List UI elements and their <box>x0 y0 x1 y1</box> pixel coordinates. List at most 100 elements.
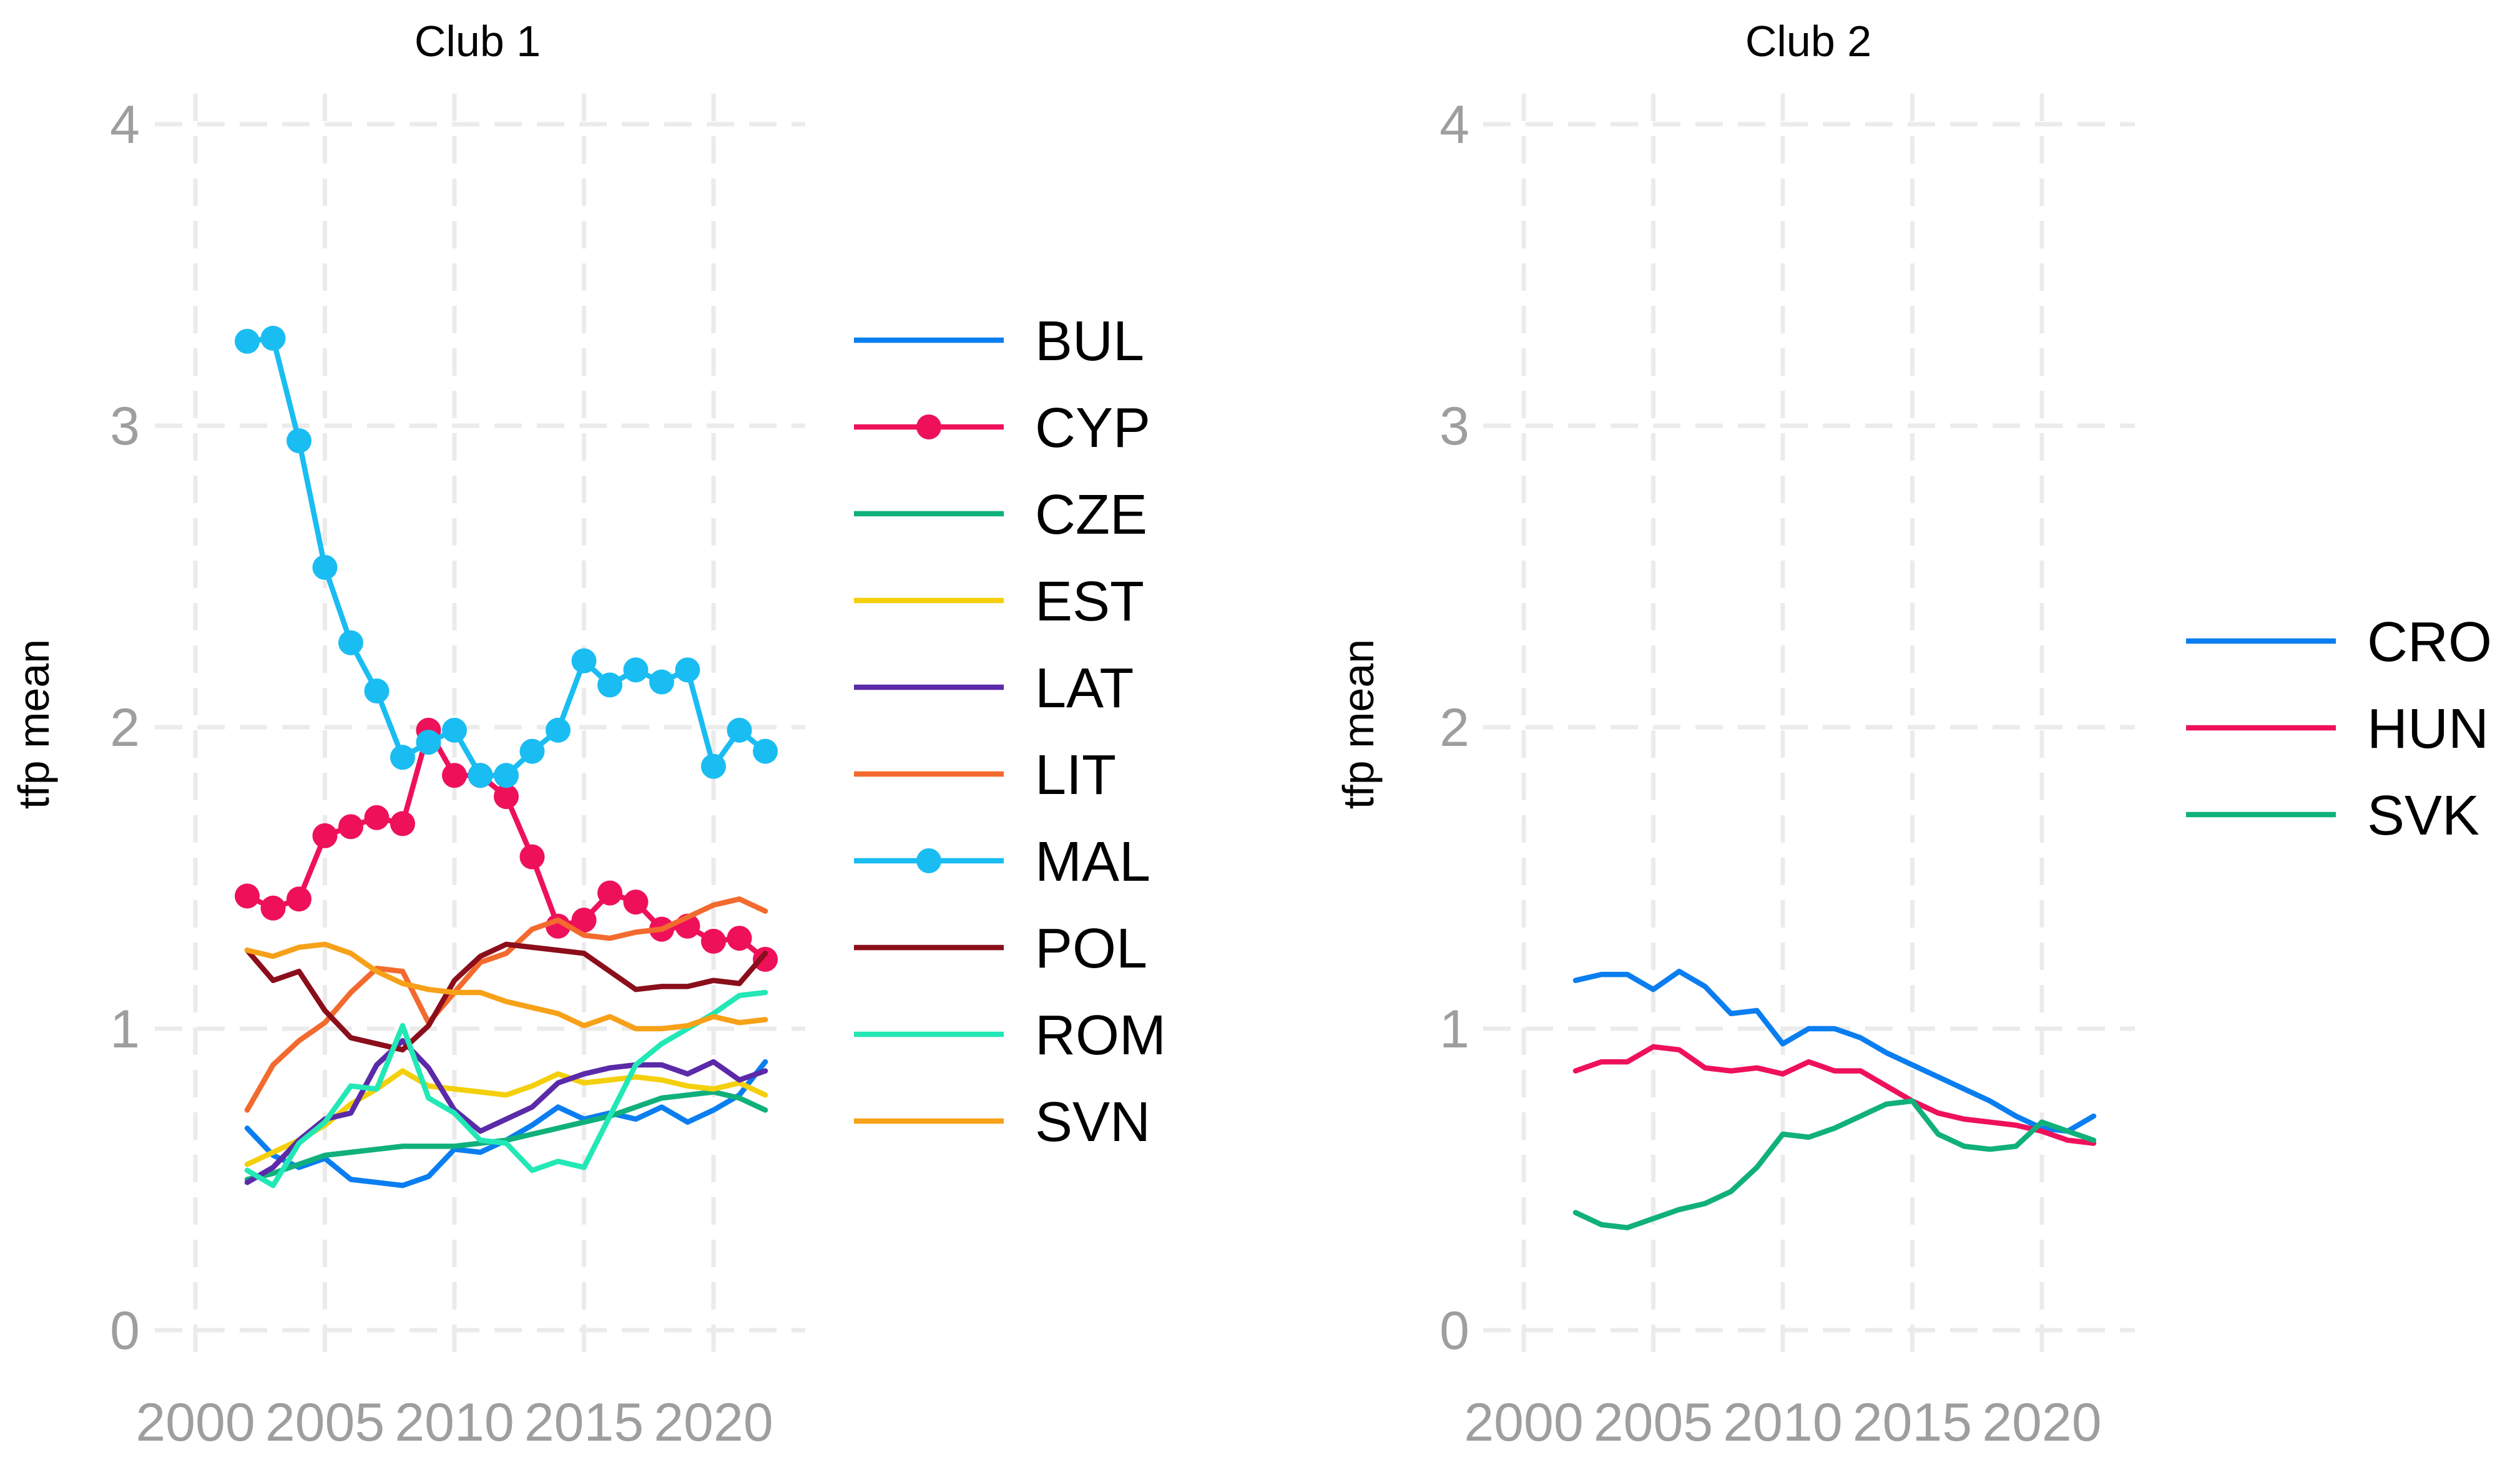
x-tick-label: 2010 <box>1723 1393 1842 1453</box>
series-line-cze <box>244 1089 768 1182</box>
panel-title: Club 2 <box>1745 17 1871 66</box>
data-point-mal <box>727 717 752 743</box>
data-point-mal <box>753 738 778 764</box>
legend-key-marker <box>916 414 941 439</box>
legend-label: EST <box>1035 571 1144 633</box>
legend-item-lit: LIT <box>854 744 1116 806</box>
data-point-cyp <box>727 926 752 951</box>
data-point-cyp <box>390 811 415 836</box>
x-tick-label: 2005 <box>265 1393 385 1453</box>
club-2-panel: Club 2 tfp mean 0 1 2 3 4 2000 2005 2010 2015 202… <box>1334 17 2492 1453</box>
data-point-cyp <box>260 895 286 921</box>
data-point-cyp <box>571 908 597 933</box>
legend-label: BUL <box>1035 310 1144 373</box>
data-point-mal <box>546 717 571 743</box>
y-tick-label: 2 <box>110 698 140 758</box>
data-point-cyp <box>442 763 467 788</box>
y-tick-label: 3 <box>110 396 140 456</box>
y-tick-label: 1 <box>110 999 140 1059</box>
legend-item-cyp: CYP <box>854 397 1150 459</box>
data-point-mal <box>287 428 311 454</box>
y-axis-label: tfp mean <box>9 639 58 809</box>
data-point-mal <box>597 672 622 698</box>
legend-label: CYP <box>1035 397 1150 459</box>
data-point-cyp <box>364 805 390 830</box>
legend-label: ROM <box>1035 1004 1166 1067</box>
data-point-mal <box>494 763 519 788</box>
data-point-mal <box>571 648 597 674</box>
legend-label: CRO <box>2367 611 2492 674</box>
legend-item-svn: SVN <box>854 1091 1150 1154</box>
y-tick-label: 0 <box>1439 1301 1469 1361</box>
data-point-cyp <box>338 814 363 840</box>
x-tick-label: 2010 <box>395 1393 514 1453</box>
legend-item-rom: ROM <box>854 1004 1166 1067</box>
data-point-mal <box>364 679 390 704</box>
data-point-mal <box>416 730 441 755</box>
legend-item-svk: SVK <box>2186 785 2479 847</box>
legend-item-est: EST <box>854 571 1144 633</box>
y-tick-label: 1 <box>1439 999 1469 1059</box>
data-point-cyp <box>287 886 311 912</box>
series-line-rom <box>244 989 768 1188</box>
legend-key-marker <box>916 848 941 873</box>
y-tick-label: 3 <box>1439 396 1469 456</box>
y-tick-label: 4 <box>1439 95 1469 155</box>
panel-title: Club 1 <box>414 17 541 66</box>
data-point-mal <box>623 657 649 683</box>
data-point-mal <box>649 669 674 695</box>
x-tick-label: 2000 <box>1464 1393 1583 1453</box>
data-point-cyp <box>753 946 778 972</box>
data-point-mal <box>312 555 338 581</box>
y-axis-label: tfp mean <box>1334 639 1383 809</box>
legend: CRO HUN SVK <box>2186 611 2492 847</box>
legend-label: SVK <box>2367 785 2479 847</box>
legend: BUL CYP CZE EST LAT LIT MAL POL ROM SVN <box>854 310 1166 1154</box>
x-tick-label: 2020 <box>1982 1393 2101 1453</box>
series-line-cro <box>1572 968 2097 1134</box>
data-point-mal <box>519 738 545 764</box>
club-1-panel: Club 1 tfp mean 0 1 2 3 4 2000 2005 2010 2015 202… <box>9 17 1166 1453</box>
series-line-hun <box>1572 1044 2097 1146</box>
legend-item-mal: MAL <box>854 831 1150 893</box>
y-tick-label: 4 <box>110 95 140 155</box>
series-line-svn <box>244 941 768 1032</box>
legend-item-hun: HUN <box>2186 698 2489 760</box>
series-line-lit <box>244 896 768 1113</box>
data-point-cyp <box>597 880 622 906</box>
data-point-mal <box>235 328 260 354</box>
legend-label: HUN <box>2367 698 2489 760</box>
x-tick-label: 2015 <box>1853 1393 1972 1453</box>
data-point-mal <box>338 630 363 655</box>
legend-label: LIT <box>1035 744 1116 806</box>
y-tick-label: 2 <box>1439 698 1469 758</box>
x-tick-label: 2005 <box>1594 1393 1713 1453</box>
legend-item-lat: LAT <box>854 657 1134 720</box>
legend-label: LAT <box>1035 657 1134 720</box>
legend-label: MAL <box>1035 831 1150 893</box>
x-tick-label: 2015 <box>524 1393 644 1453</box>
data-point-mal <box>701 753 726 779</box>
series-line-lat <box>244 1038 768 1185</box>
data-point-mal <box>675 657 700 683</box>
legend-item-pol: POL <box>854 918 1147 980</box>
data-point-cyp <box>701 928 726 954</box>
x-tick-label: 2000 <box>135 1393 255 1453</box>
legend-item-bul: BUL <box>854 310 1144 373</box>
x-tick-label: 2020 <box>654 1393 773 1453</box>
data-point-mal <box>260 325 286 351</box>
data-point-cyp <box>312 823 338 848</box>
legend-item-cze: CZE <box>854 484 1147 546</box>
legend-label: POL <box>1035 918 1147 980</box>
y-tick-label: 0 <box>110 1301 140 1361</box>
legend-label: SVN <box>1035 1091 1150 1154</box>
data-point-cyp <box>494 784 519 810</box>
series-line-pol <box>244 941 768 1053</box>
legend-item-cro: CRO <box>2186 611 2492 674</box>
data-point-mal <box>390 745 415 770</box>
legend-label: CZE <box>1035 484 1147 546</box>
data-point-cyp <box>623 889 649 915</box>
series-line-svk <box>1572 1098 2097 1231</box>
data-point-mal <box>468 763 493 788</box>
